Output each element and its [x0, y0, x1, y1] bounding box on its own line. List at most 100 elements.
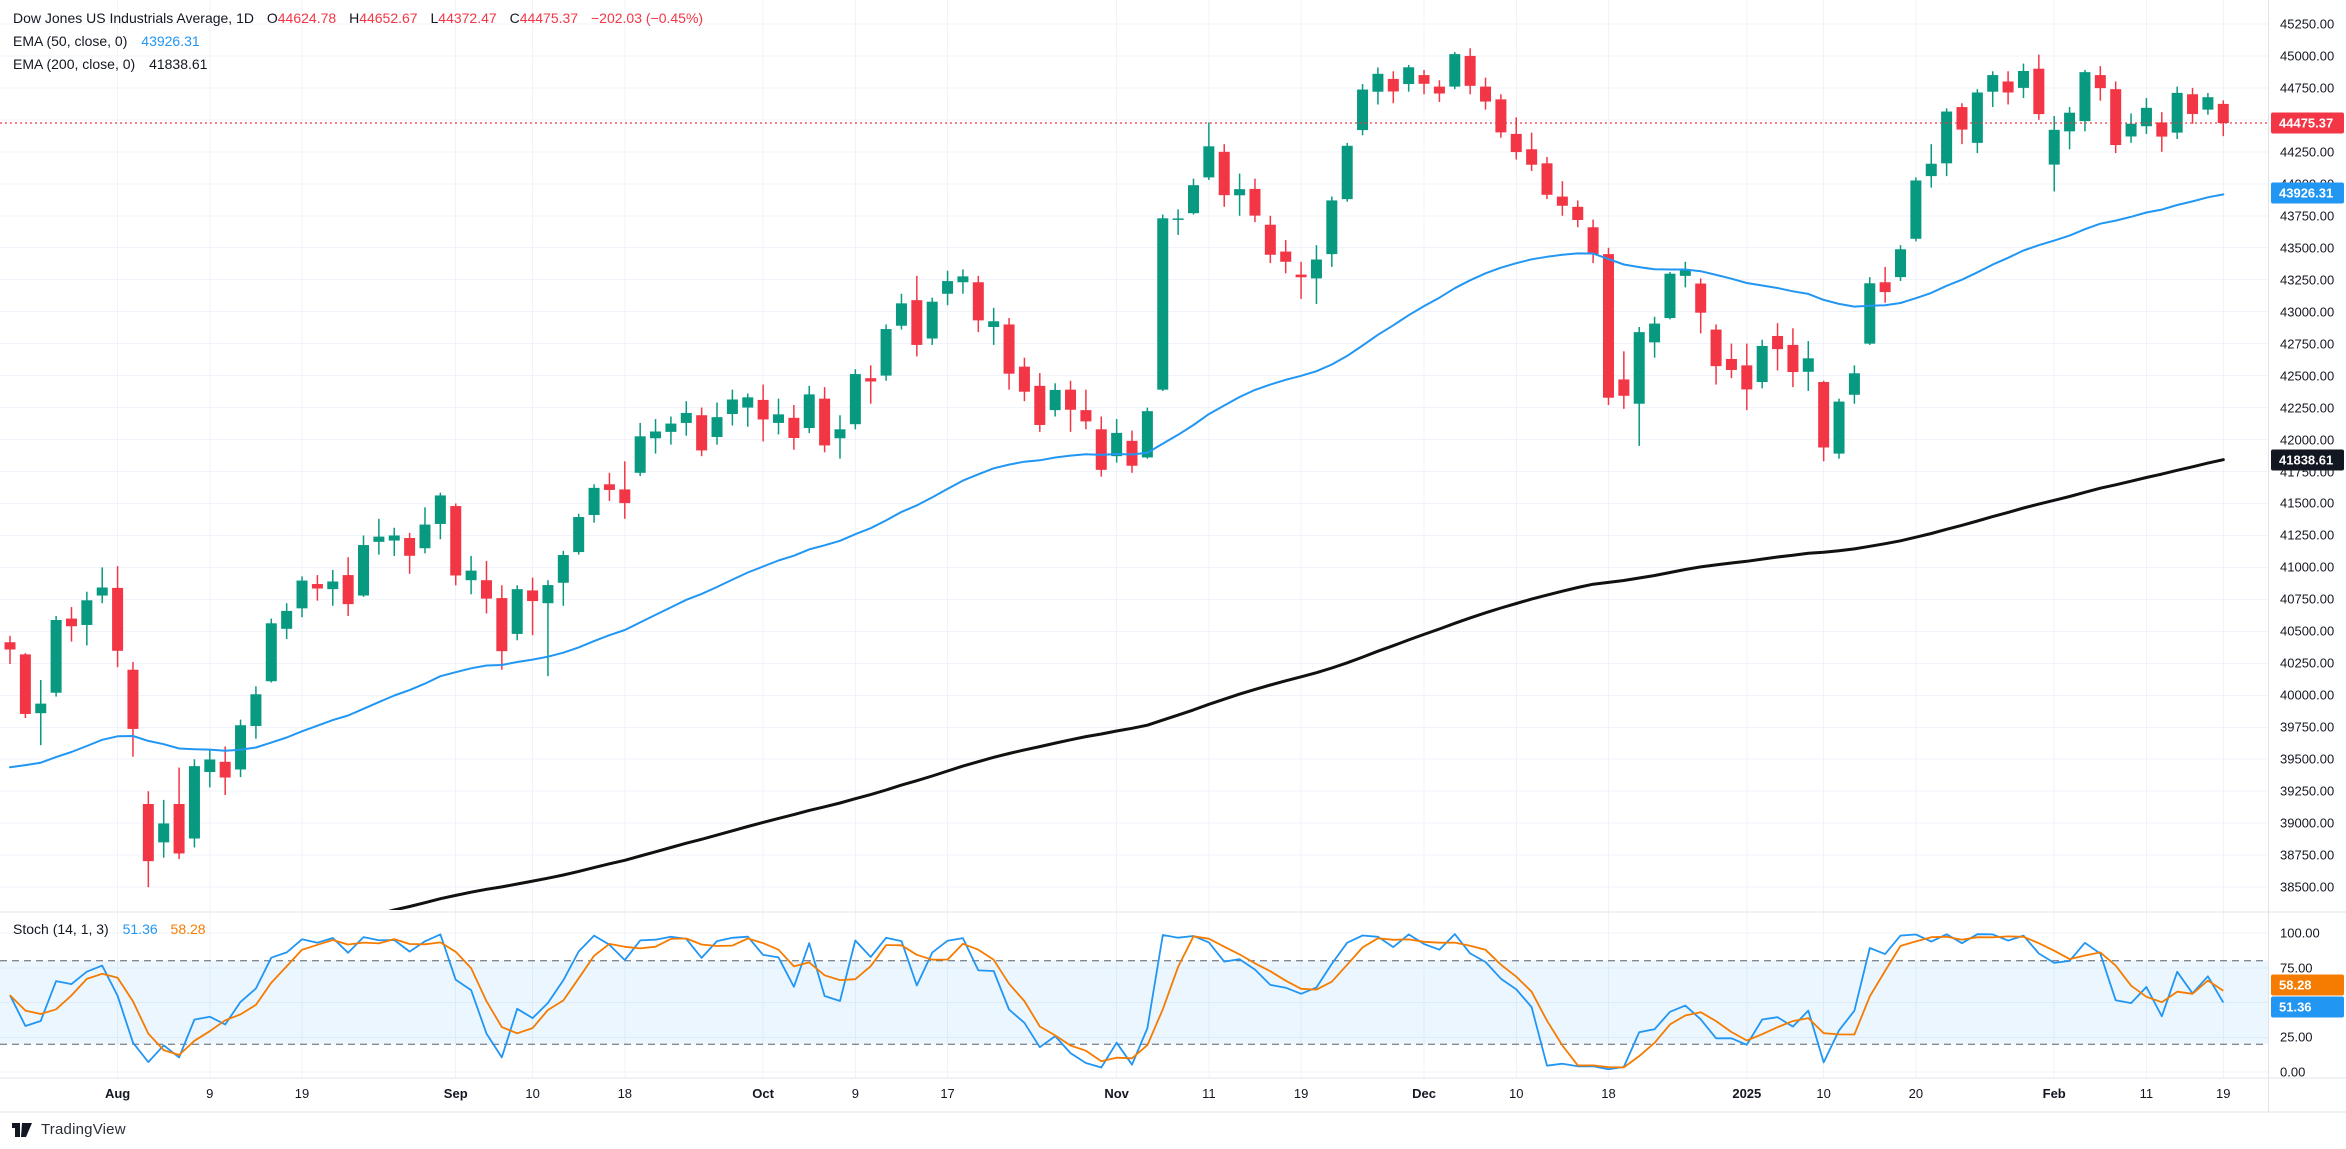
candle-body	[480, 580, 492, 599]
change-value: −202.03 (−0.45%)	[591, 10, 704, 26]
candle-body	[1925, 163, 1937, 177]
symbol-title[interactable]: Dow Jones US Industrials Average, 1D	[13, 10, 254, 26]
candle-body	[880, 329, 892, 376]
candle-body	[865, 378, 877, 382]
gridlines	[0, 0, 2268, 1078]
time-axis[interactable]	[0, 1079, 2346, 1112]
candle-body	[450, 506, 462, 576]
candle-body	[1864, 283, 1876, 344]
candle-body	[1049, 389, 1061, 411]
stoch-band	[0, 960, 2268, 1045]
candle-body	[342, 575, 354, 605]
candle-body	[1187, 185, 1199, 214]
high-value: 44652.67	[359, 10, 418, 26]
candle-body	[1802, 358, 1814, 372]
candle-body	[2171, 92, 2183, 133]
candle-body	[619, 489, 631, 504]
candle-body	[711, 417, 723, 437]
candle-body	[511, 589, 523, 634]
candle-body	[1987, 75, 1999, 92]
candle-body	[1433, 86, 1445, 94]
symbol-row: Dow Jones US Industrials Average, 1D O44…	[13, 7, 703, 30]
candle-body	[1111, 432, 1123, 457]
candle-body	[1326, 200, 1338, 255]
ema50-label[interactable]: EMA (50, close, 0)	[13, 33, 128, 49]
candle-body	[1725, 358, 1737, 370]
candle-body	[173, 803, 185, 854]
candle-body	[742, 397, 754, 408]
candle-body	[665, 423, 677, 432]
candle-body	[465, 570, 477, 581]
candle-body	[972, 282, 984, 321]
candle-body	[2187, 94, 2199, 114]
candle-body	[265, 623, 277, 682]
candle-body	[158, 823, 170, 843]
candle-body	[588, 487, 600, 515]
stoch-d-line	[9, 935, 2224, 1069]
candle-body	[696, 415, 708, 451]
candle-body	[819, 398, 831, 446]
candle-body	[4, 642, 16, 650]
candle-body	[2002, 81, 2014, 93]
ema200-value: 41838.61	[149, 56, 208, 72]
candle-body	[281, 610, 293, 629]
candle-body	[2140, 107, 2152, 127]
candle-body	[2064, 112, 2076, 132]
candle-body	[1203, 146, 1215, 178]
candle-body	[1848, 373, 1860, 395]
candle-body	[250, 694, 262, 726]
candle-body	[65, 618, 77, 627]
stoch-d-value: 58.28	[170, 921, 206, 937]
candle-body	[1910, 180, 1922, 239]
candle-body	[1249, 188, 1261, 216]
candle-body	[496, 598, 508, 652]
candle-body	[2079, 72, 2091, 122]
stoch-label[interactable]: Stoch (14, 1, 3)	[13, 921, 109, 937]
candle-body	[1480, 86, 1492, 102]
candle-body	[1664, 273, 1676, 319]
candle-body	[1787, 344, 1799, 373]
candle-body	[988, 321, 1000, 328]
candle-body	[204, 759, 216, 773]
candle-body	[219, 761, 231, 778]
ema-200-line	[388, 458, 2225, 910]
candle-body	[803, 394, 815, 429]
candle-body	[142, 803, 154, 862]
candle-body	[1310, 259, 1322, 279]
candle-body	[1879, 282, 1891, 293]
candle-body	[1126, 440, 1138, 466]
high-label: H	[349, 10, 360, 26]
price-axis[interactable]	[2269, 0, 2346, 1112]
candle-body	[2156, 122, 2168, 137]
candle-body	[1510, 133, 1522, 153]
ema50-value: 43926.31	[141, 33, 200, 49]
candle-body	[773, 414, 784, 423]
candle-body	[1264, 224, 1276, 255]
candle-body	[2110, 89, 2122, 146]
candle-body	[235, 725, 247, 770]
candle-body	[1357, 89, 1369, 131]
candle-body	[1526, 149, 1538, 165]
candle-body	[1018, 366, 1030, 392]
candle-body	[1464, 55, 1476, 86]
ema200-label[interactable]: EMA (200, close, 0)	[13, 56, 136, 72]
candle-body	[96, 587, 108, 596]
candle-body	[788, 417, 800, 439]
candle-body	[680, 412, 692, 423]
candle-body	[419, 524, 431, 549]
close-label: C	[509, 10, 520, 26]
tradingview-logo-icon	[12, 1123, 32, 1137]
tradingview-logo[interactable]: TradingView	[11, 1120, 126, 1138]
candle-body	[2202, 97, 2214, 110]
low-label: L	[430, 10, 439, 26]
candle-body	[1602, 254, 1614, 398]
candle-body	[1633, 332, 1645, 404]
candle-body	[634, 436, 646, 473]
candle-body	[834, 429, 846, 439]
candle-body	[1218, 151, 1230, 196]
candle-body	[188, 766, 200, 839]
candle-body	[726, 399, 738, 414]
candle-body	[1403, 67, 1415, 85]
